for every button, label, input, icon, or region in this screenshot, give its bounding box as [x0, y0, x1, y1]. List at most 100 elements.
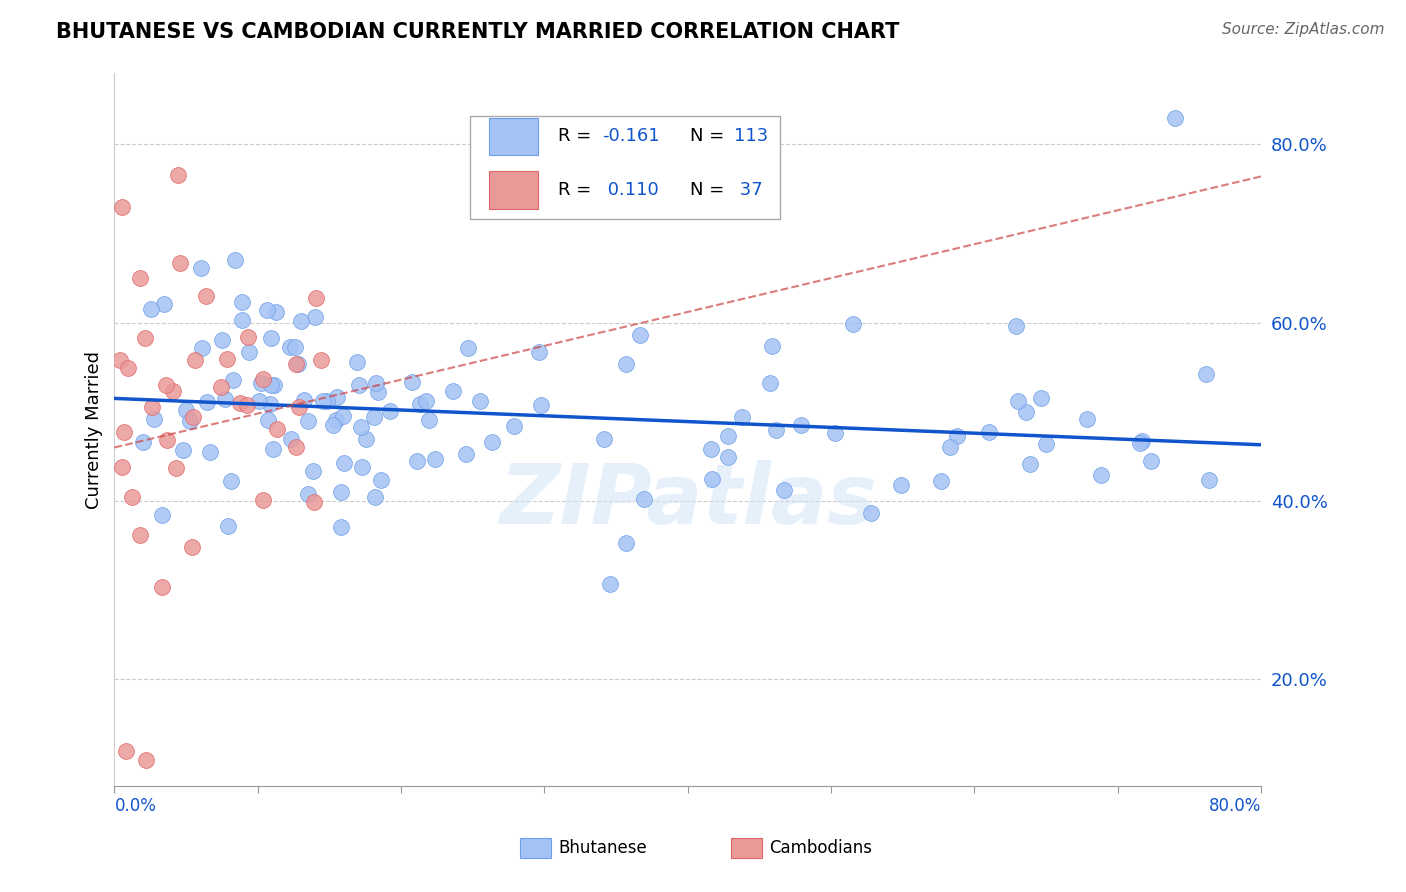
FancyBboxPatch shape — [489, 171, 537, 209]
Point — [181, 410, 204, 425]
Point — [367, 384, 389, 399]
Point — [530, 398, 553, 412]
Point — [406, 454, 429, 468]
Point — [350, 420, 373, 434]
Point — [346, 355, 368, 369]
Point — [890, 478, 912, 492]
Point — [172, 443, 194, 458]
Point — [1035, 436, 1057, 450]
Point — [150, 581, 173, 595]
Point — [297, 414, 319, 428]
Point — [110, 200, 132, 214]
Point — [316, 394, 339, 409]
Point — [280, 432, 302, 446]
Point — [789, 417, 811, 432]
Point — [165, 460, 187, 475]
Point — [231, 295, 253, 310]
Point — [468, 394, 491, 409]
Point — [929, 474, 952, 488]
Point — [938, 441, 960, 455]
Point — [418, 413, 440, 427]
Text: 0.110: 0.110 — [602, 181, 658, 199]
Point — [222, 373, 245, 387]
Point — [773, 483, 796, 498]
Point — [252, 372, 274, 386]
Point — [156, 433, 179, 447]
Point — [247, 394, 270, 409]
Point — [190, 341, 212, 355]
Point — [614, 536, 637, 550]
Point — [415, 394, 437, 409]
Point — [112, 425, 135, 440]
Point — [211, 334, 233, 348]
Point — [260, 377, 283, 392]
Point — [260, 331, 283, 345]
Point — [1018, 457, 1040, 471]
FancyBboxPatch shape — [470, 116, 779, 219]
Point — [325, 413, 347, 427]
Point — [287, 357, 309, 371]
Point — [256, 303, 278, 318]
Text: Cambodians: Cambodians — [769, 839, 872, 857]
Point — [457, 341, 479, 355]
Point — [135, 752, 157, 766]
Point — [184, 353, 207, 368]
Point — [370, 473, 392, 487]
Point — [441, 384, 464, 398]
Point — [284, 340, 307, 354]
Point — [217, 352, 239, 367]
Text: N =: N = — [690, 128, 730, 145]
Point — [481, 435, 503, 450]
Point — [702, 472, 724, 486]
Point — [302, 464, 325, 478]
Point — [364, 376, 387, 390]
Point — [108, 353, 131, 368]
Point — [592, 432, 614, 446]
Point — [167, 169, 190, 183]
Point — [628, 327, 651, 342]
Point — [332, 409, 354, 423]
Point — [134, 330, 156, 344]
Point — [1007, 394, 1029, 409]
Point — [717, 450, 740, 465]
Point — [150, 508, 173, 523]
Text: 113: 113 — [734, 128, 768, 145]
Point — [378, 404, 401, 418]
Point — [214, 392, 236, 406]
Point — [311, 394, 333, 409]
Text: BHUTANESE VS CAMBODIAN CURRENTLY MARRIED CORRELATION CHART: BHUTANESE VS CAMBODIAN CURRENTLY MARRIED… — [56, 22, 900, 42]
Point — [174, 402, 197, 417]
Point — [142, 412, 165, 426]
Point — [266, 422, 288, 436]
Text: Bhutanese: Bhutanese — [558, 839, 647, 857]
FancyBboxPatch shape — [489, 118, 537, 155]
Point — [115, 743, 138, 757]
Text: -0.161: -0.161 — [602, 128, 659, 145]
Point — [141, 400, 163, 414]
Point — [290, 314, 312, 328]
Point — [731, 409, 754, 424]
Point — [503, 419, 526, 434]
Point — [129, 528, 152, 542]
Text: R =: R = — [558, 181, 598, 199]
Point — [1015, 404, 1038, 418]
Point — [330, 485, 353, 500]
Point — [304, 310, 326, 325]
Text: Source: ZipAtlas.com: Source: ZipAtlas.com — [1222, 22, 1385, 37]
Text: 80.0%: 80.0% — [1209, 797, 1261, 815]
Point — [329, 519, 352, 533]
Point — [527, 344, 550, 359]
Point — [219, 474, 242, 488]
Point — [1076, 411, 1098, 425]
Point — [209, 380, 232, 394]
Text: N =: N = — [690, 181, 730, 199]
Point — [262, 442, 284, 457]
Point — [155, 378, 177, 392]
Point — [224, 253, 246, 268]
Point — [195, 394, 218, 409]
Text: R =: R = — [558, 128, 598, 145]
Point — [257, 412, 280, 426]
Point — [236, 398, 259, 412]
Point — [288, 401, 311, 415]
Point — [252, 492, 274, 507]
